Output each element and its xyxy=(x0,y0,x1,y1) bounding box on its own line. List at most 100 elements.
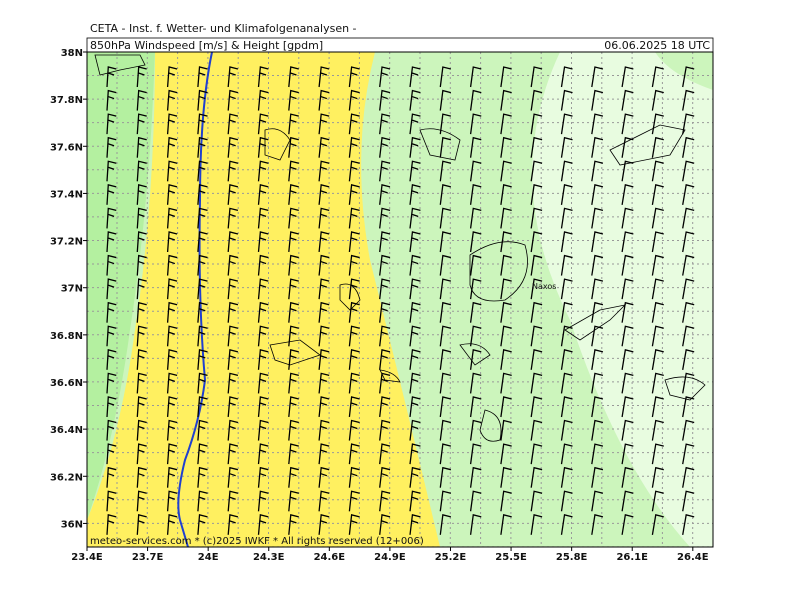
wind-barb xyxy=(651,325,664,347)
wind-barb xyxy=(530,184,543,205)
plot-frame xyxy=(86,51,714,548)
wind-barb xyxy=(500,89,512,111)
wind-barb xyxy=(651,372,664,394)
wind-barb xyxy=(591,325,604,347)
wind-barb xyxy=(166,419,178,441)
x-tick-label: 26.1E xyxy=(616,552,648,563)
wind-barb xyxy=(106,419,117,441)
wind-barb xyxy=(288,396,299,418)
wind-barb xyxy=(500,372,512,394)
wind-barb xyxy=(560,514,573,535)
wind-barb xyxy=(379,278,391,300)
height-contour xyxy=(177,51,213,548)
wind-barb xyxy=(318,136,330,158)
wind-barb xyxy=(348,113,360,135)
wind-barb xyxy=(379,66,391,88)
wind-barb xyxy=(257,66,269,88)
wind-barb xyxy=(227,396,239,418)
wind-barb xyxy=(318,184,330,205)
wind-barb xyxy=(227,372,239,394)
wind-barb xyxy=(591,231,604,253)
wind-barb xyxy=(197,349,208,370)
wind-barb xyxy=(166,184,178,205)
wind-barb xyxy=(621,396,634,418)
wind-barb xyxy=(257,184,269,205)
wind-barb xyxy=(136,419,147,441)
wind-barb xyxy=(560,160,573,182)
wind-barb xyxy=(560,466,573,488)
wind-barb xyxy=(500,136,512,158)
wind-barb xyxy=(379,254,391,276)
wind-barb xyxy=(409,325,421,347)
wind-barb xyxy=(227,278,239,300)
wind-barb xyxy=(106,160,117,182)
wind-barb xyxy=(560,349,573,370)
wind-barb xyxy=(409,301,421,323)
wind-barb xyxy=(227,207,239,229)
wind-barb xyxy=(197,466,208,488)
wind-barb xyxy=(621,372,634,394)
wind-barb xyxy=(348,490,360,512)
wind-barb xyxy=(621,349,634,370)
wind-barb xyxy=(379,113,391,135)
wind-barb xyxy=(530,66,543,88)
wind-barb xyxy=(651,349,664,370)
wind-barb xyxy=(136,278,147,300)
wind-barb xyxy=(227,490,239,512)
wind-barb xyxy=(257,278,269,300)
map-subtitle: 850hPa Windspeed [m/s] & Height [gpdm] xyxy=(90,39,323,52)
wind-barb xyxy=(621,89,634,111)
wind-barb xyxy=(348,254,360,276)
wind-barb xyxy=(379,466,391,488)
wind-barb xyxy=(651,136,664,158)
wind-barb xyxy=(651,113,664,135)
wind-barb xyxy=(318,254,330,276)
wind-barb xyxy=(409,89,421,111)
wind-barb xyxy=(651,443,664,465)
wind-barb xyxy=(166,301,178,323)
wind-barb xyxy=(197,396,208,418)
wind-barb xyxy=(530,466,543,488)
x-tick-label: 26.4E xyxy=(677,552,709,563)
wind-barb xyxy=(288,184,299,205)
wind-barb xyxy=(651,66,664,88)
wind-barb xyxy=(469,325,482,347)
y-tick-label: 36.4N xyxy=(50,425,83,436)
wind-barb xyxy=(469,89,482,111)
wind-barb xyxy=(197,136,208,158)
wind-barb xyxy=(227,66,239,88)
wind-barb xyxy=(136,443,147,465)
wind-barb xyxy=(560,396,573,418)
wind-barb xyxy=(106,301,117,323)
wind-barb xyxy=(530,349,543,370)
wind-barb xyxy=(348,396,360,418)
wind-barb xyxy=(348,301,360,323)
wind-barb xyxy=(621,419,634,441)
wind-barb xyxy=(409,136,421,158)
wind-barb xyxy=(197,66,208,88)
map-timestamp: 06.06.2025 18 UTC xyxy=(604,39,710,52)
wind-barb xyxy=(106,514,117,535)
y-tick-label: 37.8N xyxy=(50,95,83,106)
wind-barb xyxy=(136,231,147,253)
wind-barb xyxy=(591,301,604,323)
wind-barb xyxy=(318,278,330,300)
wind-barb xyxy=(530,514,543,535)
wind-barb xyxy=(288,301,299,323)
wind-barb xyxy=(530,278,543,300)
wind-barb xyxy=(500,443,512,465)
wind-barb xyxy=(591,136,604,158)
wind-barb xyxy=(682,254,695,276)
wind-barb xyxy=(257,160,269,182)
wind-barb xyxy=(591,207,604,229)
wind-barb xyxy=(682,184,695,205)
wind-barb xyxy=(682,113,695,135)
wind-barb xyxy=(682,231,695,253)
wind-barb xyxy=(166,443,178,465)
wind-barb xyxy=(197,490,208,512)
x-tick-label: 23.4E xyxy=(71,552,103,563)
wind-barb xyxy=(288,66,299,88)
wind-barb xyxy=(530,396,543,418)
wind-barb xyxy=(621,514,634,535)
